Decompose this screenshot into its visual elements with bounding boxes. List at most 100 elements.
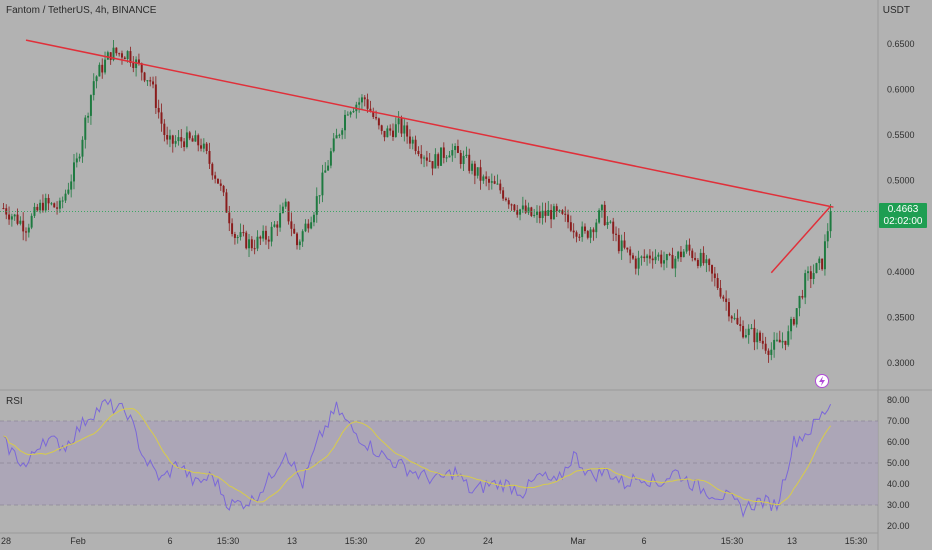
candle xyxy=(250,239,253,249)
bar-countdown: 02:02:00 xyxy=(883,216,923,227)
candle xyxy=(637,257,640,269)
trendline xyxy=(770,205,832,274)
candle xyxy=(617,234,620,252)
candle xyxy=(606,221,609,226)
candle xyxy=(78,156,81,159)
candle xyxy=(804,273,807,298)
candle xyxy=(41,202,44,211)
candle xyxy=(177,137,180,142)
rsi-tick-label: 50.00 xyxy=(887,458,910,468)
candle xyxy=(75,158,78,163)
candle xyxy=(826,231,829,242)
candle xyxy=(527,207,530,213)
candle xyxy=(459,152,462,164)
candle xyxy=(149,80,152,82)
candle xyxy=(222,185,225,193)
candle xyxy=(677,251,680,259)
candle xyxy=(535,211,538,215)
candle xyxy=(284,201,287,207)
candle xyxy=(166,135,169,140)
candle xyxy=(163,123,166,136)
candle xyxy=(276,224,279,228)
candle xyxy=(521,205,524,210)
candle xyxy=(471,163,474,171)
rsi-ma-line xyxy=(3,408,831,506)
rsi-indicator-label[interactable]: RSI xyxy=(6,396,23,407)
candle xyxy=(465,154,468,156)
candle xyxy=(208,150,211,164)
rsi-tick-label: 80.00 xyxy=(887,395,910,405)
candle xyxy=(8,214,11,220)
candle xyxy=(485,176,488,179)
candle xyxy=(516,210,519,215)
candle xyxy=(98,64,101,77)
candles-group xyxy=(2,40,832,363)
candle xyxy=(344,114,346,131)
candle xyxy=(643,256,646,259)
candle xyxy=(473,163,476,176)
candle xyxy=(349,112,352,115)
candle xyxy=(533,214,536,216)
candle xyxy=(679,251,682,258)
candle xyxy=(651,258,654,261)
candle xyxy=(143,72,146,81)
candle xyxy=(716,278,719,288)
candle xyxy=(58,200,61,209)
candle xyxy=(211,163,214,176)
candle xyxy=(312,214,315,223)
candle xyxy=(434,154,437,169)
candle xyxy=(631,255,634,259)
candle xyxy=(425,157,428,161)
candle xyxy=(454,146,457,151)
last-price-tag: 0.4663 02:02:00 xyxy=(879,203,927,228)
candle xyxy=(620,240,623,252)
rsi-line xyxy=(3,398,832,518)
candle xyxy=(146,80,149,82)
candle xyxy=(812,273,815,279)
candle xyxy=(375,116,378,119)
candle xyxy=(634,258,637,269)
candle xyxy=(366,99,369,109)
candle xyxy=(242,232,245,234)
time-tick-label: 13 xyxy=(287,536,297,546)
candle xyxy=(112,47,115,60)
candle xyxy=(233,234,236,238)
candle xyxy=(603,204,606,226)
candle xyxy=(129,51,132,63)
candle xyxy=(157,107,160,113)
candle xyxy=(293,228,296,234)
candle xyxy=(736,317,739,325)
candle xyxy=(267,239,270,242)
candle xyxy=(442,147,445,158)
price-tick-label: 0.5000 xyxy=(887,176,915,186)
candle xyxy=(600,204,603,211)
candle xyxy=(256,236,259,249)
flash-icon[interactable] xyxy=(815,374,829,388)
candle xyxy=(823,241,826,270)
time-tick-label: 6 xyxy=(167,536,172,546)
candle xyxy=(691,250,694,258)
candle xyxy=(360,97,363,103)
candle xyxy=(25,231,27,233)
candle xyxy=(476,167,479,176)
time-tick-label: 13 xyxy=(787,536,797,546)
candle xyxy=(39,202,42,211)
candle xyxy=(547,209,550,216)
candle xyxy=(332,138,335,152)
rsi-tick-label: 20.00 xyxy=(887,521,910,531)
candle xyxy=(445,157,448,159)
candle xyxy=(561,210,564,214)
candle xyxy=(589,229,592,238)
candle xyxy=(154,84,157,108)
candle xyxy=(327,165,330,171)
candle xyxy=(310,222,313,229)
candle xyxy=(507,200,510,205)
candle xyxy=(214,175,217,179)
candle xyxy=(239,232,242,238)
candle xyxy=(135,59,138,69)
candle xyxy=(798,295,801,309)
price-tick-label: 0.6000 xyxy=(887,85,915,95)
candle xyxy=(324,170,327,173)
candle xyxy=(581,226,584,238)
